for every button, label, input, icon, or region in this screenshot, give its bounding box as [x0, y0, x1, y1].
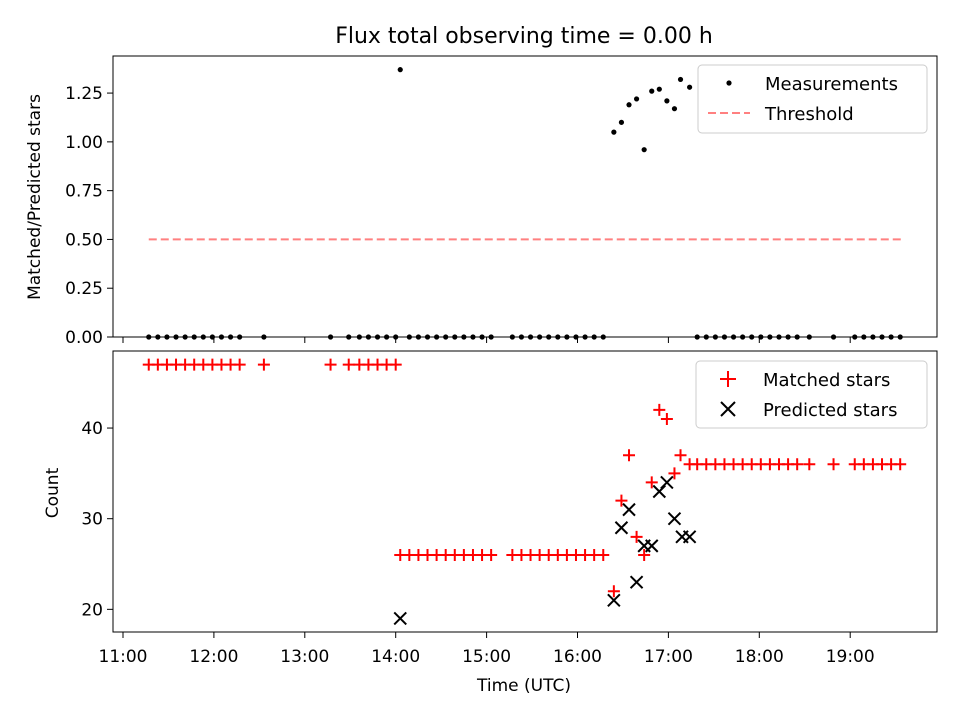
matched-star-point: [630, 530, 643, 543]
x-tick-label: 19:00: [826, 647, 875, 667]
x-axis-label: Time (UTC): [476, 676, 571, 696]
top-legend: Measurements Threshold: [697, 64, 928, 134]
measurement-point: [649, 88, 655, 94]
matched-star-point: [791, 458, 804, 471]
bottom-y-tick-label: 30: [81, 510, 103, 530]
matched-star-point: [324, 358, 337, 371]
top-y-tick-label: 0.50: [65, 230, 103, 250]
measurement-point: [611, 129, 617, 135]
matched-star-point: [342, 358, 355, 371]
predicted-star-point: [682, 530, 697, 544]
legend-measurements-label: Measurements: [765, 74, 898, 95]
bottom-y-tick-label: 20: [81, 600, 103, 620]
predicted-star-point: [667, 511, 682, 526]
x-tick-label: 13:00: [280, 647, 329, 667]
top-panel-frame: [112, 55, 938, 338]
matched-star-point: [668, 467, 681, 480]
matched-star-point: [607, 585, 620, 598]
predicted-star-point: [622, 502, 636, 517]
top-y-tick-label: 0.75: [65, 182, 103, 202]
legend-threshold-label: Threshold: [764, 104, 854, 125]
measurement-point: [664, 98, 670, 104]
legend-matched-label: Matched stars: [763, 370, 890, 391]
top-y-axis-label: Matched/Predicted stars: [25, 94, 45, 300]
measurement-point: [677, 76, 684, 83]
legend-measurements-marker: [726, 80, 732, 86]
measurement-point: [687, 84, 693, 90]
predicted-star-point: [614, 521, 629, 535]
matched-star-point: [638, 548, 651, 561]
measurement-point: [618, 119, 625, 125]
matched-star-point: [257, 358, 270, 371]
x-tick-label: 18:00: [735, 647, 784, 667]
matched-star-point: [615, 494, 628, 507]
x-tick-label: 16:00: [553, 647, 602, 667]
x-tick-label: 11:00: [99, 647, 148, 667]
matched-star-point: [645, 476, 658, 489]
top-panel: 0.00 0.25 0.50 0.75 1.00 1.25 Matched/Predict…: [25, 55, 938, 348]
matched-star-point: [803, 458, 816, 471]
predicted-star-point: [607, 593, 621, 607]
measurement-point: [633, 96, 640, 102]
legend-matched-marker: [720, 371, 736, 387]
measurement-point: [671, 106, 678, 112]
matched-star-point: [660, 412, 673, 425]
bottom-y-axis-label: Count: [43, 467, 63, 518]
predicted-star-point: [660, 475, 674, 490]
predicted-star-point: [652, 484, 667, 499]
top-legend-box: [697, 64, 928, 134]
matched-star-point: [233, 358, 246, 371]
top-y-tick-label: 1.00: [65, 133, 103, 153]
bottom-panel: 20 30 40 11:00 12:00 13:00 14:00 15:00 16:00 17:…: [43, 350, 938, 696]
predicted-star-point: [393, 611, 407, 626]
predicted-star-point: [645, 539, 659, 553]
measurement-point: [626, 102, 632, 108]
measurement-point: [397, 67, 403, 73]
bottom-legend-box: [695, 360, 928, 429]
legend-predicted-label: Predicted stars: [763, 400, 897, 421]
top-y-tick-label: 0.25: [65, 279, 103, 299]
x-tick-label: 14:00: [371, 647, 420, 667]
matched-star-point: [623, 449, 636, 462]
measurement-point: [656, 86, 662, 92]
matched-star-point: [894, 458, 907, 471]
x-tick-label: 12:00: [189, 647, 238, 667]
x-tick-label: 15:00: [462, 647, 511, 667]
chart-title: Flux total observing time = 0.00 h: [335, 24, 713, 49]
top-y-tick-label: 1.25: [65, 84, 103, 104]
matched-star-point: [653, 403, 666, 416]
x-tick-label: 17:00: [644, 647, 693, 667]
bottom-y-tick-label: 40: [81, 419, 103, 439]
matched-star-point: [389, 358, 402, 371]
matched-star-point: [827, 458, 840, 471]
matched-star-point: [597, 548, 610, 561]
top-y-tick-label: 0.00: [65, 328, 103, 348]
bottom-panel-frame: [112, 350, 938, 633]
legend-predicted-marker: [720, 401, 736, 417]
matched-star-point: [485, 548, 498, 561]
matched-star-point: [674, 449, 687, 462]
measurement-point: [641, 147, 647, 153]
bottom-legend: Matched stars Predicted stars: [695, 360, 928, 429]
predicted-star-point: [629, 575, 644, 589]
